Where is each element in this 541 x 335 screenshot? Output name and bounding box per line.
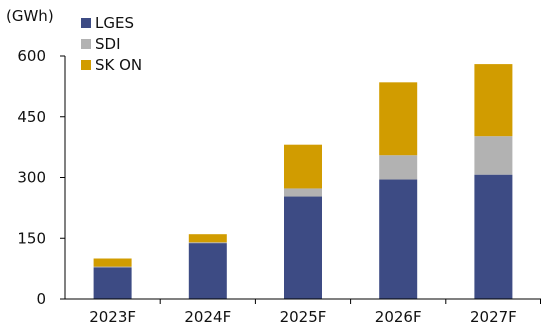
x-tick-label: 2025F — [280, 308, 327, 326]
bar-sdi-2024f — [189, 242, 227, 243]
bar-sk-on-2027f — [474, 64, 512, 136]
legend-swatch — [81, 60, 91, 70]
bar-lges-2023f — [94, 267, 132, 299]
x-axis: 2023F 2024F 2025F 2026F 2027F — [65, 299, 541, 326]
bar-sk-on-2023f — [94, 259, 132, 267]
y-tick-label: 150 — [17, 229, 46, 247]
bar-sk-on-2026f — [379, 82, 417, 155]
bar-sdi-2025f — [284, 188, 322, 196]
bar-lges-2025f — [284, 197, 322, 299]
bar-lges-2024f — [189, 243, 227, 299]
x-tick-label: 2027F — [470, 308, 517, 326]
bar-sk-on-2024f — [189, 234, 227, 242]
legend-label: SK ON — [95, 56, 142, 74]
bar-lges-2027f — [474, 175, 512, 299]
bars — [94, 64, 513, 299]
legend-label: LGES — [95, 14, 134, 32]
bar-sk-on-2025f — [284, 145, 322, 189]
x-tick-label: 2024F — [184, 308, 231, 326]
y-tick-label: 450 — [17, 108, 46, 126]
legend-swatch — [81, 39, 91, 49]
legend-label: SDI — [95, 35, 121, 53]
legend: LGES SDI SK ON — [81, 14, 142, 74]
y-axis: 0 150 300 450 600 — [17, 47, 65, 308]
x-tick-label: 2023F — [89, 308, 136, 326]
y-tick-label: 0 — [36, 290, 46, 308]
bar-sdi-2023f — [94, 267, 132, 268]
unit-label: (GWh) — [6, 7, 54, 25]
x-tick-label: 2026F — [375, 308, 422, 326]
bar-sdi-2026f — [379, 155, 417, 179]
y-tick-label: 300 — [17, 169, 46, 187]
legend-swatch — [81, 18, 91, 28]
y-tick-label: 600 — [17, 47, 46, 65]
bar-lges-2026f — [379, 180, 417, 299]
bar-sdi-2027f — [474, 136, 512, 174]
